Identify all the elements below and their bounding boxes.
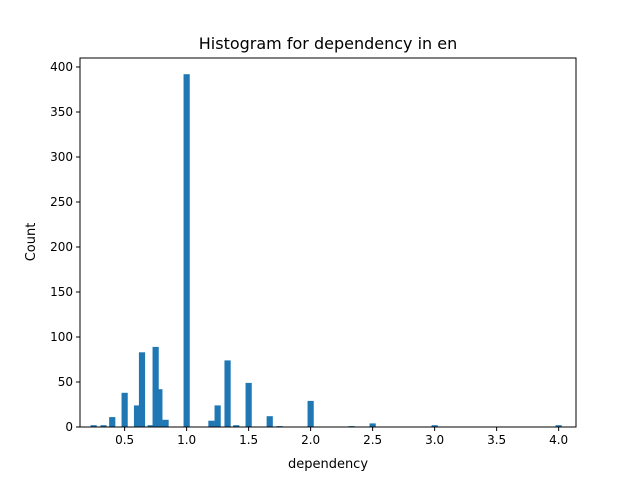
y-axis-label: Count — [24, 223, 39, 262]
y-tick-label: 200 — [50, 240, 73, 254]
histogram-bar — [307, 400, 314, 427]
y-tick-label: 350 — [50, 105, 73, 119]
y-axis-ticks: 0 50 100 150 200 250 300 350 400 — [50, 60, 80, 434]
histogram-bar — [100, 425, 107, 427]
x-axis-label: dependency — [288, 457, 368, 472]
histogram-bar — [431, 425, 438, 427]
histogram-bar — [224, 360, 231, 427]
x-axis-ticks: 0.5 1.0 1.5 2.0 2.5 3.0 3.5 4.0 — [115, 427, 568, 447]
histogram-bar — [369, 423, 376, 427]
x-tick-label: 2.0 — [301, 433, 320, 447]
histogram-bar — [138, 352, 146, 427]
chart-title: Histogram for dependency in en — [199, 34, 457, 53]
x-tick-label: 3.0 — [425, 433, 444, 447]
histogram-bar — [214, 405, 221, 427]
plot-frame — [79, 57, 577, 428]
histogram-bar — [156, 389, 163, 427]
bars-group — [90, 74, 562, 427]
histogram-bar — [121, 392, 128, 427]
x-tick-label: 4.0 — [549, 433, 568, 447]
x-tick-label: 3.5 — [487, 433, 506, 447]
x-tick-label: 2.5 — [363, 433, 382, 447]
x-tick-label: 1.5 — [239, 433, 258, 447]
histogram-bar — [233, 425, 240, 427]
y-tick-label: 50 — [58, 375, 73, 389]
y-tick-label: 300 — [50, 150, 73, 164]
y-tick-label: 0 — [65, 420, 73, 434]
histogram-bar — [133, 405, 141, 427]
histogram-bar — [183, 74, 190, 427]
histogram-bar — [109, 417, 116, 427]
y-tick-label: 100 — [50, 330, 73, 344]
x-tick-label: 0.5 — [115, 433, 134, 447]
histogram-bar — [147, 425, 154, 427]
histogram-bar — [555, 425, 562, 427]
histogram-bar — [208, 420, 215, 427]
y-tick-label: 400 — [50, 60, 73, 74]
x-tick-label: 1.0 — [177, 433, 196, 447]
histogram-bar — [266, 416, 273, 427]
histogram-bar — [245, 382, 252, 427]
y-tick-label: 150 — [50, 285, 73, 299]
histogram-bar — [90, 425, 97, 427]
y-tick-label: 250 — [50, 195, 73, 209]
histogram-bar — [152, 346, 159, 427]
histogram-bar — [162, 419, 169, 427]
